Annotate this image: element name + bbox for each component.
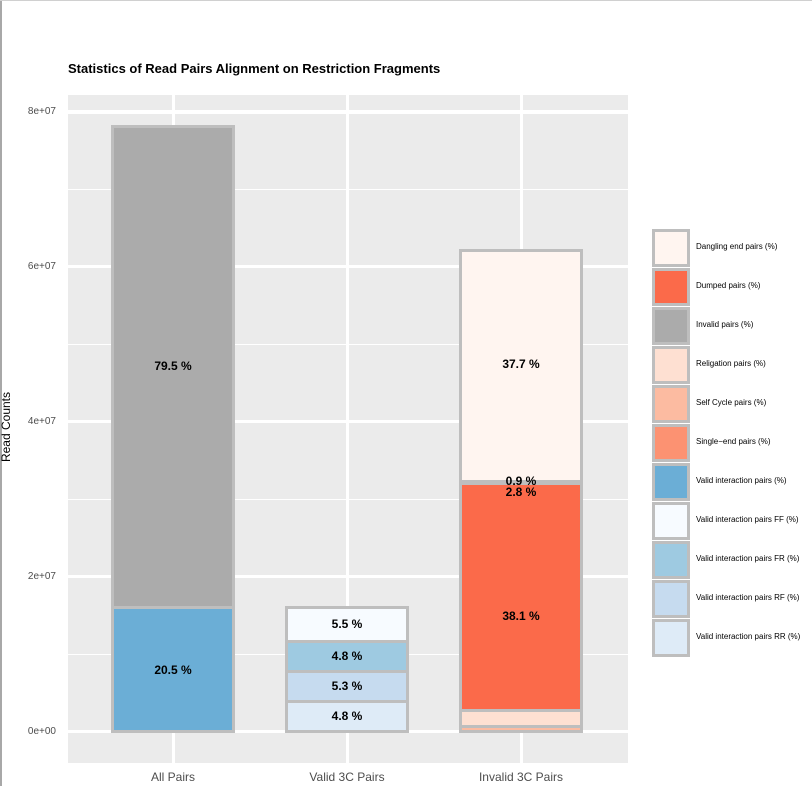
- legend-swatch: [652, 229, 690, 267]
- window-border: [0, 0, 2, 786]
- window-border-top: [0, 0, 812, 1]
- legend-swatch: [652, 463, 690, 501]
- bar-label: 2.8 %: [505, 485, 537, 499]
- bar-all-valid: [111, 606, 235, 733]
- bar-label: 38.1 %: [502, 609, 540, 623]
- bar-label: 5.5 %: [331, 617, 363, 631]
- legend-swatch: [652, 346, 690, 384]
- legend-swatch: [652, 541, 690, 579]
- bar-all-invalid: [111, 125, 235, 610]
- x-tick-label: All Pairs: [150, 770, 195, 784]
- y-tick-label: 6e+07: [27, 261, 56, 272]
- legend-label: Valid interaction pairs FF (%): [696, 515, 799, 524]
- legend-label: Dumped pairs (%): [696, 281, 761, 290]
- legend-label: Valid interaction pairs RF (%): [696, 593, 800, 602]
- y-tick-label: 8e+07: [27, 106, 56, 117]
- bar-label: 4.8 %: [331, 709, 363, 723]
- bar-valid-rr: [285, 700, 409, 733]
- bar-label: 5.3 %: [331, 679, 363, 693]
- legend-label: Valid interaction pairs (%): [696, 476, 787, 485]
- y-tick-label: 4e+07: [27, 416, 56, 427]
- bar-invalid-dumped: [459, 482, 583, 712]
- legend-label: Valid interaction pairs RR (%): [696, 632, 801, 641]
- bar-label: 20.5 %: [154, 663, 192, 677]
- y-tick-label: 0e+00: [27, 726, 56, 737]
- bar-label: 79.5 %: [154, 359, 192, 373]
- legend-swatch: [652, 580, 690, 618]
- legend-swatch: [652, 385, 690, 423]
- legend-swatch: [652, 268, 690, 306]
- bar-label: 4.8 %: [331, 649, 363, 663]
- gridline-vertical: [346, 95, 349, 763]
- bar-invalid-self-cycle: [459, 725, 583, 733]
- x-tick-label: Invalid 3C Pairs: [478, 770, 564, 784]
- y-tick-label: 2e+07: [27, 571, 56, 582]
- legend-label: Dangling end pairs (%): [696, 242, 778, 251]
- bar-label: 0.9 %: [505, 474, 537, 488]
- x-tick-label: Valid 3C Pairs: [309, 770, 385, 784]
- legend-label: Valid interaction pairs FR (%): [696, 554, 800, 563]
- chart-title: Statistics of Read Pairs Alignment on Re…: [68, 61, 441, 76]
- legend-swatch: [652, 502, 690, 540]
- legend-label: Self Cycle pairs (%): [696, 398, 767, 407]
- y-axis-label: Read Counts: [0, 391, 13, 463]
- legend-label: Religation pairs (%): [696, 359, 766, 368]
- legend-swatch: [652, 424, 690, 462]
- bar-label: 37.7 %: [502, 357, 540, 371]
- legend-label: Single−end pairs (%): [696, 437, 771, 446]
- legend-swatch: [652, 307, 690, 345]
- legend-swatch: [652, 619, 690, 657]
- legend-label: Invalid pairs (%): [696, 320, 754, 329]
- bar-valid-rf: [285, 670, 409, 703]
